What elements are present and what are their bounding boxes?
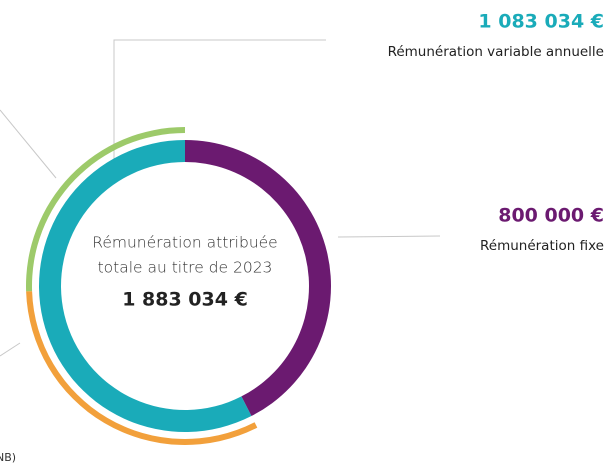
- donut-segment: [185, 140, 331, 417]
- leader-line: [337, 235, 441, 238]
- donut: [25, 127, 331, 445]
- leader-line: [0, 342, 21, 357]
- leader-line: [0, 109, 57, 179]
- category-label: Rémunération variable annuelle: [388, 44, 604, 60]
- category-label: Rémunération fixe: [480, 238, 604, 254]
- center-text: totale au titre de 2023: [98, 259, 273, 277]
- donut-segment: [39, 140, 252, 433]
- annotation: NB): [0, 451, 16, 464]
- total-label: 1 883 034 €: [122, 289, 248, 311]
- value-label: 1 083 034 €: [478, 11, 604, 33]
- leader-line: [113, 39, 326, 165]
- value-label: 800 000 €: [498, 205, 604, 227]
- outer-segment: [26, 291, 258, 445]
- center-text: Rémunération attribuée: [92, 234, 277, 252]
